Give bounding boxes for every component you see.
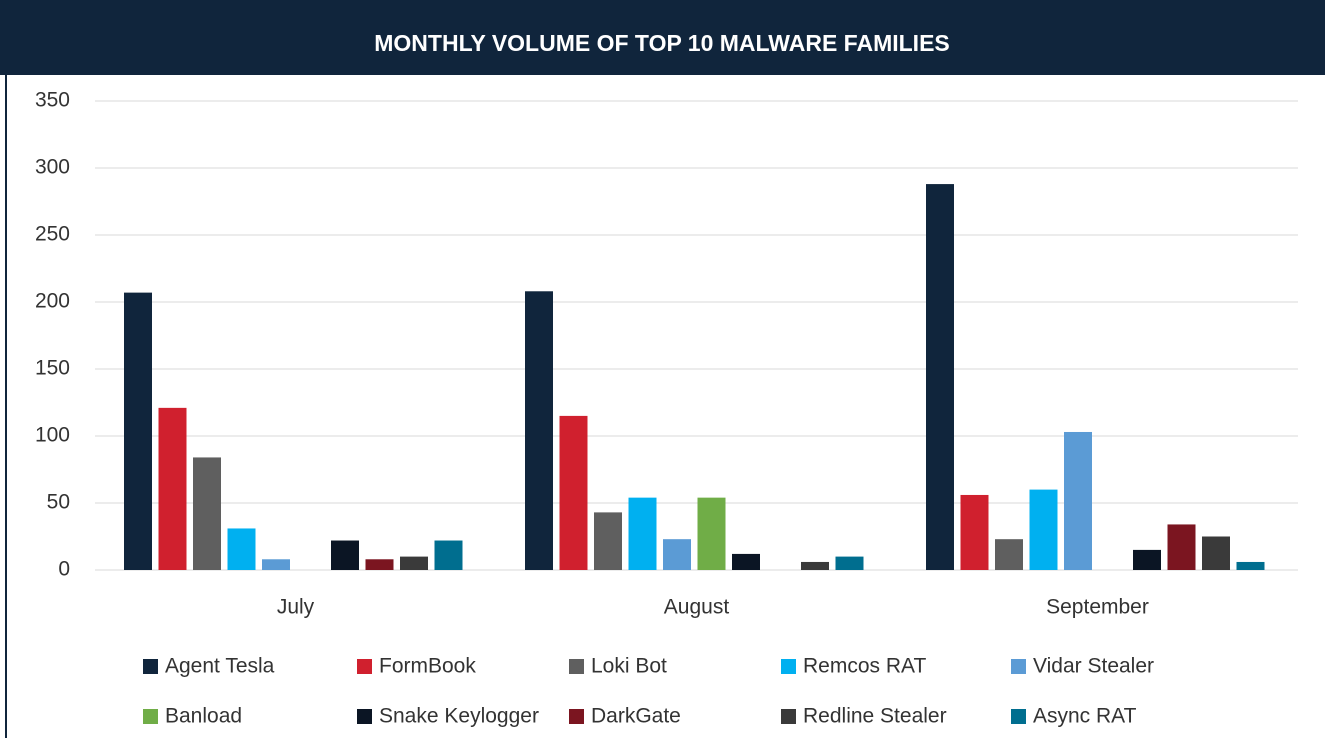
bar [158,407,187,570]
y-tick-label: 200 [35,290,70,313]
bar [1202,536,1230,570]
bar [594,512,622,570]
bar [732,553,760,570]
bar [663,539,691,570]
legend-swatch [569,659,584,674]
bar [365,559,394,570]
y-tick-label: 150 [35,357,70,380]
bar [193,457,221,570]
legend-label: Loki Bot [591,655,667,678]
legend-label: Banload [165,705,242,728]
legend-label: Remcos RAT [803,655,926,678]
y-tick-label: 350 [35,89,70,112]
y-tick-label: 250 [35,223,70,246]
legend-swatch [143,709,158,724]
legend-swatch [781,659,796,674]
bar [434,540,463,570]
legend-swatch [143,659,158,674]
bar [559,415,588,570]
bar [835,556,864,570]
bar [1064,431,1092,570]
bar [262,559,290,570]
bar [400,556,428,570]
y-tick-label: 0 [58,558,70,581]
legend-swatch [357,709,372,724]
legend-label: Async RAT [1033,705,1137,728]
bar [331,540,359,570]
bar [801,561,829,570]
bar [227,528,256,570]
y-tick-label: 50 [47,491,70,514]
x-tick-label: August [664,596,730,619]
legend-label: Agent Tesla [165,655,275,678]
legend-swatch [1011,659,1026,674]
legend-swatch [357,659,372,674]
x-tick-label: July [277,596,315,619]
title-band [0,0,1325,75]
legend-label: Snake Keylogger [379,705,539,728]
legend-label: Redline Stealer [803,705,947,728]
bar [1133,549,1161,570]
y-tick-label: 100 [35,424,70,447]
legend-swatch [1011,709,1026,724]
x-tick-label: September [1046,596,1149,619]
legend-swatch [569,709,584,724]
bar [995,539,1023,570]
legend-label: Vidar Stealer [1033,655,1154,678]
bar [124,292,152,570]
bar [525,291,553,570]
bar [1029,489,1058,570]
legend-label: DarkGate [591,705,681,728]
bar [628,497,657,570]
bar [1236,561,1265,570]
bar [697,497,726,570]
bar [926,184,954,570]
bar [960,494,989,570]
bar [1167,524,1196,570]
legend-swatch [781,709,796,724]
legend-label: FormBook [379,655,476,678]
chart-title: MONTHLY VOLUME OF TOP 10 MALWARE FAMILIE… [374,30,950,56]
y-tick-label: 300 [35,156,70,179]
